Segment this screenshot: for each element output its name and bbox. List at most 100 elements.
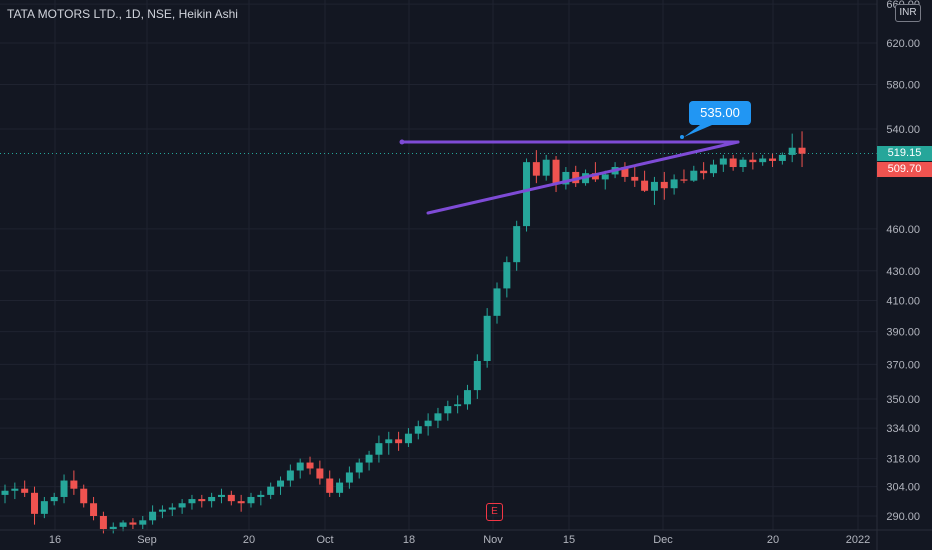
candle-body (454, 404, 462, 407)
candle-body (119, 522, 127, 527)
candle-body (631, 176, 639, 181)
candle-body (788, 147, 796, 155)
candle-body (267, 486, 275, 495)
price-tick-label: 304.00 (886, 482, 920, 494)
candle-body (641, 180, 649, 191)
drawing-anchor-point (399, 139, 405, 145)
candle-body (375, 443, 383, 455)
candle-body (286, 470, 294, 481)
candle-body (444, 406, 452, 414)
candle-body (60, 480, 68, 497)
time-tick-label: Nov (483, 534, 503, 546)
candle-body (749, 159, 757, 163)
candle-body (247, 496, 255, 504)
candle-body (690, 170, 698, 181)
callout-anchor-point (680, 135, 684, 139)
candle-body (1, 490, 9, 495)
candle-body (139, 520, 147, 525)
candle-body (168, 507, 176, 510)
candle-body (188, 499, 196, 504)
candle-body (424, 420, 432, 427)
candle-body (729, 158, 737, 168)
candle-body (365, 454, 373, 463)
candle-body (601, 174, 609, 180)
candle-body (523, 162, 531, 227)
price-tick-label: 334.00 (886, 423, 920, 435)
candle-body (463, 390, 471, 405)
candle-body (552, 159, 560, 185)
candle-body (198, 499, 206, 502)
candle-body (532, 162, 540, 176)
price-tick-label: 460.00 (886, 224, 920, 236)
candle-body (473, 360, 481, 391)
price-tick-label: 540.00 (886, 124, 920, 136)
candle-body (719, 158, 727, 165)
candle-body (217, 494, 225, 497)
chart-title: TATA MOTORS LTD., 1D, NSE, Heikin Ashi (7, 7, 238, 21)
candle-body (670, 179, 678, 189)
prev-price-tag: 509.70 (877, 161, 932, 177)
candle-body (80, 488, 88, 504)
currency-badge[interactable]: INR (895, 4, 921, 22)
candle-body (257, 494, 265, 497)
candle-body (660, 181, 668, 189)
candle-body (50, 496, 58, 502)
candle-body (208, 496, 216, 502)
price-tick-label: 350.00 (886, 394, 920, 406)
price-tick-label: 410.00 (886, 295, 920, 307)
candle-body (709, 164, 717, 174)
candle-body (513, 226, 521, 263)
price-tick-label: 430.00 (886, 266, 920, 278)
candle-body (129, 522, 137, 525)
time-tick-label: 16 (49, 534, 61, 546)
candle-body (700, 170, 708, 174)
candle-body (237, 501, 245, 504)
candle-body (149, 511, 157, 521)
time-tick-label: 18 (403, 534, 415, 546)
candle-body (493, 288, 501, 316)
time-tick-label: Sep (137, 534, 157, 546)
candle-body (680, 179, 688, 181)
candle-body (650, 181, 658, 191)
earnings-icon[interactable]: E (486, 503, 503, 521)
price-tick-label: 580.00 (886, 80, 920, 92)
candle-body (759, 158, 767, 163)
candle-body (591, 173, 599, 180)
candle-body (621, 167, 629, 177)
price-tick-label: 620.00 (886, 38, 920, 50)
candlestick-series (1, 131, 806, 534)
price-tick-label: 390.00 (886, 327, 920, 339)
price-tick-label: 290.00 (886, 511, 920, 523)
candle-body (385, 439, 393, 444)
ascending-triangle-drawing[interactable] (399, 125, 740, 215)
candle-body (562, 171, 570, 185)
time-tick-label: 20 (243, 534, 255, 546)
price-callout-bubble[interactable]: 535.00 (689, 101, 751, 125)
candle-body (414, 426, 422, 434)
last-price-tag: 519.15 (877, 146, 932, 161)
candle-body (345, 472, 353, 483)
candle-body (40, 501, 48, 514)
candle-body (404, 433, 412, 444)
candle-body (434, 413, 442, 421)
candle-body (227, 494, 235, 502)
candle-body (778, 154, 786, 161)
candle-body (542, 159, 550, 176)
candle-body (306, 462, 314, 469)
candle-body (483, 315, 491, 361)
chart-grid (0, 0, 877, 530)
candle-body (316, 468, 324, 479)
support-trendline (426, 140, 740, 215)
candle-body (326, 478, 334, 493)
candle-body (336, 482, 344, 493)
candle-body (70, 480, 78, 489)
candle-body (798, 147, 806, 154)
candle-body (178, 503, 186, 508)
candle-body (90, 503, 98, 516)
candle-body (296, 462, 304, 471)
price-tick-label: 370.00 (886, 359, 920, 371)
time-tick-label: Dec (653, 534, 673, 546)
candle-body (21, 488, 29, 493)
